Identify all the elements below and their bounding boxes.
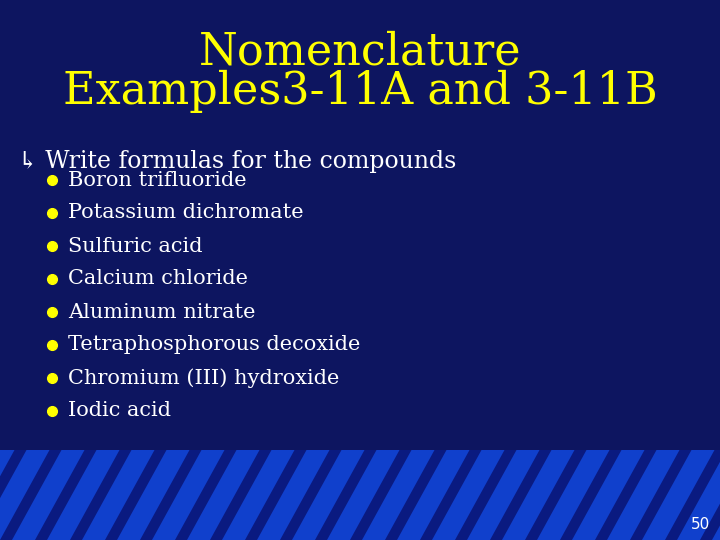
Polygon shape bbox=[455, 450, 516, 540]
Polygon shape bbox=[560, 450, 621, 540]
Polygon shape bbox=[490, 450, 552, 540]
Polygon shape bbox=[175, 450, 236, 540]
Polygon shape bbox=[315, 450, 377, 540]
Polygon shape bbox=[525, 450, 587, 540]
Polygon shape bbox=[280, 450, 341, 540]
Polygon shape bbox=[105, 450, 166, 540]
Polygon shape bbox=[700, 450, 720, 540]
Text: Nomenclature: Nomenclature bbox=[199, 30, 521, 73]
Text: Chromium (III) hydroxide: Chromium (III) hydroxide bbox=[68, 368, 339, 388]
Text: Examples3-11A and 3-11B: Examples3-11A and 3-11B bbox=[63, 70, 657, 113]
Text: 50: 50 bbox=[690, 517, 710, 532]
Text: Aluminum nitrate: Aluminum nitrate bbox=[68, 302, 256, 321]
Polygon shape bbox=[595, 450, 657, 540]
Polygon shape bbox=[630, 450, 691, 540]
Polygon shape bbox=[0, 450, 27, 540]
Bar bbox=[0, 0, 720, 450]
Bar bbox=[0, 450, 720, 540]
Polygon shape bbox=[35, 450, 96, 540]
Polygon shape bbox=[140, 450, 202, 540]
Polygon shape bbox=[420, 450, 482, 540]
Polygon shape bbox=[245, 450, 307, 540]
Text: ↳ Write formulas for the compounds: ↳ Write formulas for the compounds bbox=[18, 150, 456, 173]
Polygon shape bbox=[210, 450, 271, 540]
Polygon shape bbox=[70, 450, 132, 540]
Text: Boron trifluoride: Boron trifluoride bbox=[68, 171, 247, 190]
Polygon shape bbox=[385, 450, 446, 540]
Polygon shape bbox=[665, 450, 720, 540]
Text: Iodic acid: Iodic acid bbox=[68, 402, 171, 421]
Text: Sulfuric acid: Sulfuric acid bbox=[68, 237, 202, 255]
Polygon shape bbox=[350, 450, 412, 540]
Text: Potassium dichromate: Potassium dichromate bbox=[68, 204, 304, 222]
Polygon shape bbox=[0, 450, 61, 540]
Text: Calcium chloride: Calcium chloride bbox=[68, 269, 248, 288]
Text: Tetraphosphorous decoxide: Tetraphosphorous decoxide bbox=[68, 335, 361, 354]
